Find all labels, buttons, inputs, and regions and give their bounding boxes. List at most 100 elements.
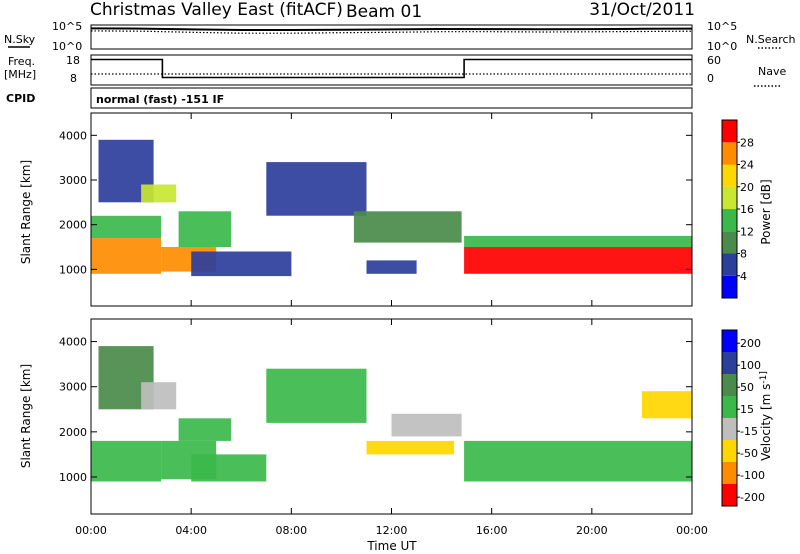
freq-left-tick-top: 18 (66, 54, 80, 67)
velocity-heatmap-cells (91, 346, 692, 482)
power-colorbar-swatch-5 (722, 164, 737, 187)
power-colorbar-tick-label-1: 8 (740, 248, 747, 261)
freq-series (91, 58, 692, 79)
x-tick-label-4: 16:00 (476, 524, 508, 537)
power-cell-6 (191, 251, 292, 277)
power-colorbar-tick-label-4: 20 (740, 181, 754, 194)
power-colorbar-tick-label-0: 4 (740, 270, 747, 283)
cpid-value: normal (fast) -151 IF (96, 93, 224, 106)
noise-line-0 (90, 27, 693, 31)
power-ytick-label-2: 3000 (59, 174, 87, 187)
noise-right-label: N.Search (746, 33, 796, 46)
noise-line-1 (90, 30, 693, 34)
freq-right-tick-bottom: 0 (707, 72, 714, 85)
velocity-cell-8 (391, 413, 462, 437)
velocity-colorbar-tick-label-1: 100 (740, 359, 761, 372)
power-ytick-label-3: 4000 (59, 129, 87, 142)
velocity-colorbar-swatch-6 (722, 462, 737, 484)
power-panel-background (91, 113, 692, 306)
x-tick-label-3: 12:00 (376, 524, 408, 537)
velocity-colorbar: 200 100 50 15 -15 -50 -100 -200 (721, 329, 765, 507)
velocity-colorbar-swatch-2 (722, 374, 737, 396)
velocity-colorbar-label: Velocity [m s-1] (759, 371, 773, 461)
power-ylabel: Slant Range [km] (19, 160, 33, 264)
velocity-colorbar-tick-label-6: -100 (740, 469, 765, 482)
velocity-colorbar-frame (721, 329, 738, 507)
power-cell-9 (366, 260, 417, 274)
velocity-cell-7 (366, 440, 455, 455)
x-tick-label-6: 00:00 (676, 524, 708, 537)
power-cell-5 (178, 211, 232, 247)
noise-panel: N.Sky 10^5 10^0 10^5 10^0 N.Search (4, 20, 796, 53)
power-colorbar-tick-label-6: 28 (740, 136, 754, 149)
x-axis-title: Time UT (366, 539, 417, 553)
cpid-panel: CPID normal (fast) -151 IF (6, 87, 693, 109)
velocity-cell-10 (641, 391, 692, 419)
velocity-ytick-label-3: 4000 (59, 336, 87, 349)
cpid-panel-frame (90, 87, 693, 109)
power-heatmap-cells (91, 139, 692, 277)
x-tick-label-2: 08:00 (275, 524, 307, 537)
power-colorbar-label: Power [dB] (759, 179, 773, 244)
noise-left-label: N.Sky (4, 33, 36, 46)
velocity-ylabel: Slant Range [km] (19, 364, 33, 468)
velocity-colorbar-swatch-1 (722, 352, 737, 374)
power-ytick-label-0: 1000 (59, 263, 87, 276)
velocity-colorbar-tick-label-5: -50 (740, 447, 758, 460)
power-colorbar-swatch-0 (722, 275, 737, 299)
freq-label-line2: [MHz] (4, 68, 36, 81)
noise-left-tick-bottom: 10^0 (52, 40, 82, 53)
velocity-colorbar-tick-label-3: 15 (740, 403, 754, 416)
power-colorbar-swatch-2 (722, 231, 737, 254)
velocity-axis-ticks: 1000 2000 3000 4000 (59, 319, 693, 514)
velocity-colorbar-tick-label-4: -15 (740, 425, 758, 438)
power-colorbar: 4 8 12 16 20 24 28 (721, 119, 754, 299)
x-tick-label-5: 20:00 (576, 524, 608, 537)
freq-panel: Freq. [MHz] 18 8 60 0 Nave (4, 54, 786, 87)
velocity-colorbar-swatch-4 (722, 418, 737, 440)
power-axis-ticks: 1000 2000 3000 4000 (59, 113, 693, 306)
power-colorbar-tick-label-5: 24 (740, 159, 754, 172)
velocity-cell-6 (266, 368, 367, 423)
velocity-cell-0 (91, 440, 162, 482)
noise-series (90, 27, 693, 34)
freq-left-tick-bottom: 8 (70, 72, 77, 85)
x-tick-label-0: 00:00 (75, 524, 107, 537)
velocity-cell-4 (178, 418, 232, 441)
velocity-colorbar-tick-label-2: 50 (740, 381, 754, 394)
power-cell-8 (353, 211, 462, 243)
power-cell-7 (266, 162, 367, 216)
power-cell-3 (141, 184, 177, 203)
power-ytick-label-1: 2000 (59, 219, 87, 232)
power-colorbar-swatch-1 (722, 253, 737, 276)
power-colorbar-swatch-3 (722, 209, 737, 232)
velocity-colorbar-tick-label-7: -200 (740, 491, 765, 504)
freq-line-0 (91, 58, 692, 79)
power-colorbar-tick-label-2: 12 (740, 225, 754, 238)
velocity-ytick-label-1: 2000 (59, 426, 87, 439)
velocity-colorbar-swatch-0 (722, 330, 737, 352)
freq-panel-frame (90, 54, 693, 86)
date-label: 31/Oct/2011 (589, 0, 695, 20)
x-tick-label-1: 04:00 (175, 524, 207, 537)
noise-left-tick-top: 10^5 (52, 20, 82, 33)
plot-title: Christmas Valley East (fitACF) (90, 0, 343, 20)
velocity-colorbar-tick-label-0: 200 (740, 337, 761, 350)
power-cell-0 (91, 238, 162, 274)
freq-right-tick-top: 60 (707, 54, 721, 67)
power-colorbar-swatch-7 (722, 120, 737, 143)
beam-label: Beam 01 (346, 2, 422, 22)
velocity-ytick-label-2: 3000 (59, 381, 87, 394)
velocity-colorbar-swatch-7 (722, 484, 737, 506)
x-tick-labels: 00:00 04:00 08:00 12:00 16:00 20:00 00:00 (75, 524, 708, 537)
power-panel: 1000 2000 3000 4000 Slant Range [km] 4 8 12 16… (19, 112, 773, 307)
noise-right-tick-top: 10^5 (707, 20, 737, 33)
velocity-panel: 1000 2000 3000 4000 Slant Range [km] 200 100… (19, 318, 773, 515)
velocity-colorbar-swatch-3 (722, 396, 737, 418)
velocity-colorbar-swatch-5 (722, 440, 737, 462)
cpid-label: CPID (6, 92, 35, 105)
noise-right-tick-bottom: 10^0 (707, 40, 737, 53)
velocity-cell-5 (191, 454, 267, 482)
power-cell-11 (464, 235, 692, 248)
